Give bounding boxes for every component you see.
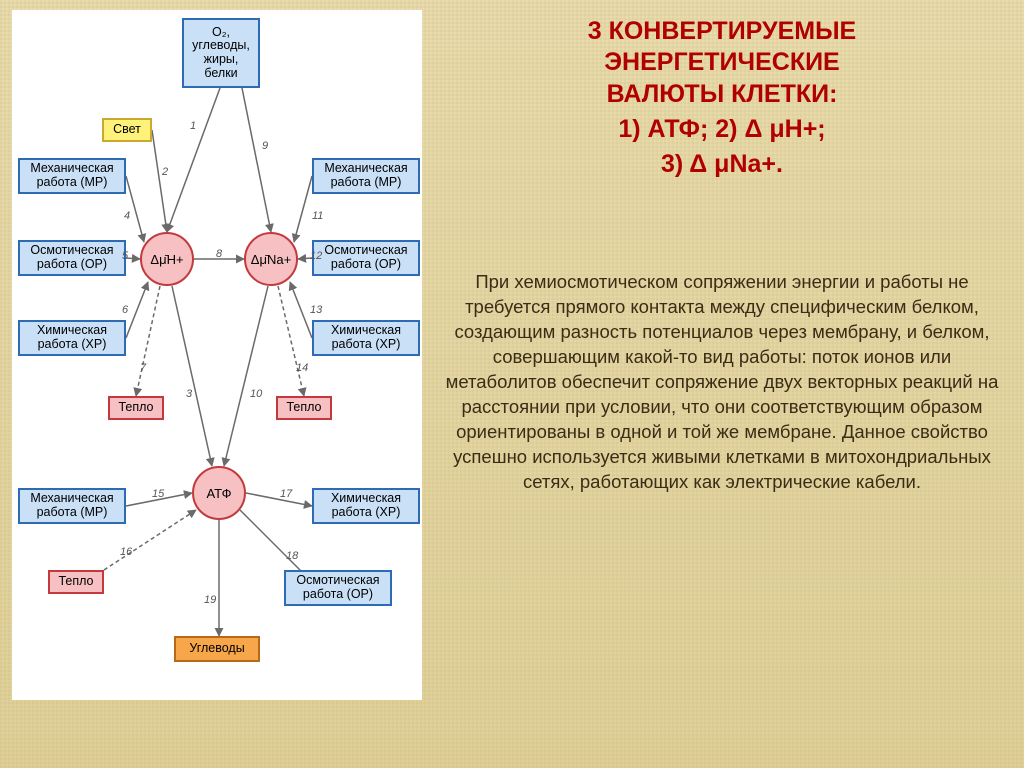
edge-label-19: 19 (204, 594, 216, 606)
node-xr_l: Химическая работа (ХР) (18, 320, 126, 356)
edge-label-5: 5 (122, 250, 128, 262)
edge-label-16: 16 (120, 546, 132, 558)
title-line-4: 1) АТФ; 2) Δ μH+; (440, 114, 1004, 145)
title-line-2: ЭНЕРГЕТИЧЕСКИЕ (604, 48, 839, 76)
node-teplo_l: Тепло (108, 396, 164, 420)
title-line-5: 3) Δ μNa+. (440, 149, 1004, 180)
edge-17 (246, 493, 312, 506)
edge-label-15: 15 (152, 488, 164, 500)
edge-7 (136, 286, 160, 396)
edge-label-7: 7 (140, 362, 146, 374)
node-mr_l: Механическая работа (МР) (18, 158, 126, 194)
edge-3 (172, 286, 212, 466)
edge-10 (224, 286, 268, 466)
edge-2 (152, 130, 167, 232)
edge-label-2: 2 (162, 166, 168, 178)
node-or_r: Осмотическая работа (ОР) (312, 240, 420, 276)
body-text: При хемиосмотическом сопряжении энергии … (446, 271, 999, 492)
node-o2: O₂, углеводы, жиры, белки (182, 18, 260, 88)
node-or_l: Осмотическая работа (ОР) (18, 240, 126, 276)
diagram-panel: O₂, углеводы, жиры, белки Свет Механическа… (12, 10, 422, 700)
node-xr_b: Химическая работа (ХР) (312, 488, 420, 524)
edge-label-6: 6 (122, 304, 128, 316)
edge-label-10: 10 (250, 388, 262, 400)
title-line-1: 3 КОНВЕРТИРУЕМЫЕ (588, 17, 856, 45)
edge-label-11: 11 (312, 210, 323, 222)
edge-label-12: 12 (310, 250, 322, 262)
edge-label-9: 9 (262, 140, 268, 152)
circle-muNa: Δμ̄Na+ (244, 232, 298, 286)
edge-label-1: 1 (190, 120, 196, 132)
edge-label-4: 4 (124, 210, 130, 222)
page-title: 3 КОНВЕРТИРУЕМЫЕ ЭНЕРГЕТИЧЕСКИЕ ВАЛЮТЫ К… (440, 16, 1004, 180)
circle-atf: АТФ (192, 466, 246, 520)
edge-11 (294, 176, 312, 242)
edge-1 (167, 88, 220, 232)
edge-label-14: 14 (296, 362, 308, 374)
node-svet: Свет (102, 118, 152, 142)
edge-label-3: 3 (186, 388, 192, 400)
circle-muH: Δμ̄H+ (140, 232, 194, 286)
node-or_b: Осмотическая работа (ОР) (284, 570, 392, 606)
node-mr_r: Механическая работа (МР) (312, 158, 420, 194)
node-uglevody: Углеводы (174, 636, 260, 662)
title-line-3: ВАЛЮТЫ КЛЕТКИ: (607, 80, 838, 108)
edge-label-18: 18 (286, 550, 298, 562)
edge-6 (126, 282, 148, 338)
edge-label-8: 8 (216, 248, 222, 260)
body-paragraph: При хемиосмотическом сопряжении энергии … (440, 270, 1004, 495)
node-teplo_r: Тепло (276, 396, 332, 420)
edge-9 (242, 88, 271, 232)
edge-4 (126, 176, 144, 242)
edge-label-13: 13 (310, 304, 322, 316)
node-mr_b: Механическая работа (МР) (18, 488, 126, 524)
edge-label-17: 17 (280, 488, 292, 500)
edge-13 (290, 282, 312, 338)
node-xr_r: Химическая работа (ХР) (312, 320, 420, 356)
edge-14 (278, 286, 304, 396)
node-teplo_b: Тепло (48, 570, 104, 594)
